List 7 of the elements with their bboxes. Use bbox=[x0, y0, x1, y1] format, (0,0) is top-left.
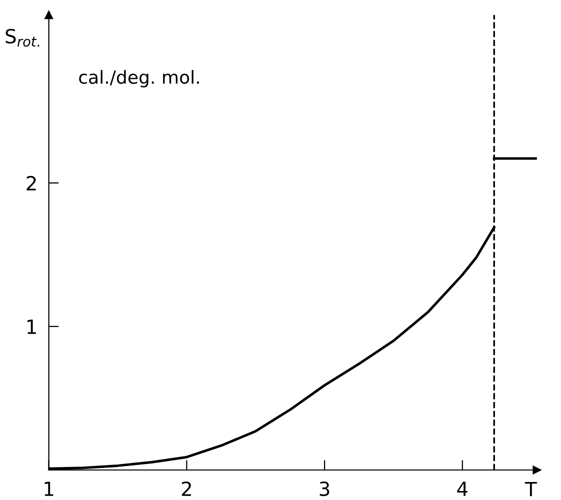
y-axis-title: S$_{rot.}$ bbox=[6, 28, 40, 47]
x-tick-label: 4 bbox=[457, 482, 468, 496]
annotation: cal./deg. mol. bbox=[79, 70, 199, 88]
x-axis-title: T bbox=[524, 482, 537, 496]
x-tick-label: 3 bbox=[320, 481, 330, 496]
x-tick-label: 2 bbox=[182, 481, 191, 496]
x-tick-label: 1 bbox=[44, 482, 54, 496]
